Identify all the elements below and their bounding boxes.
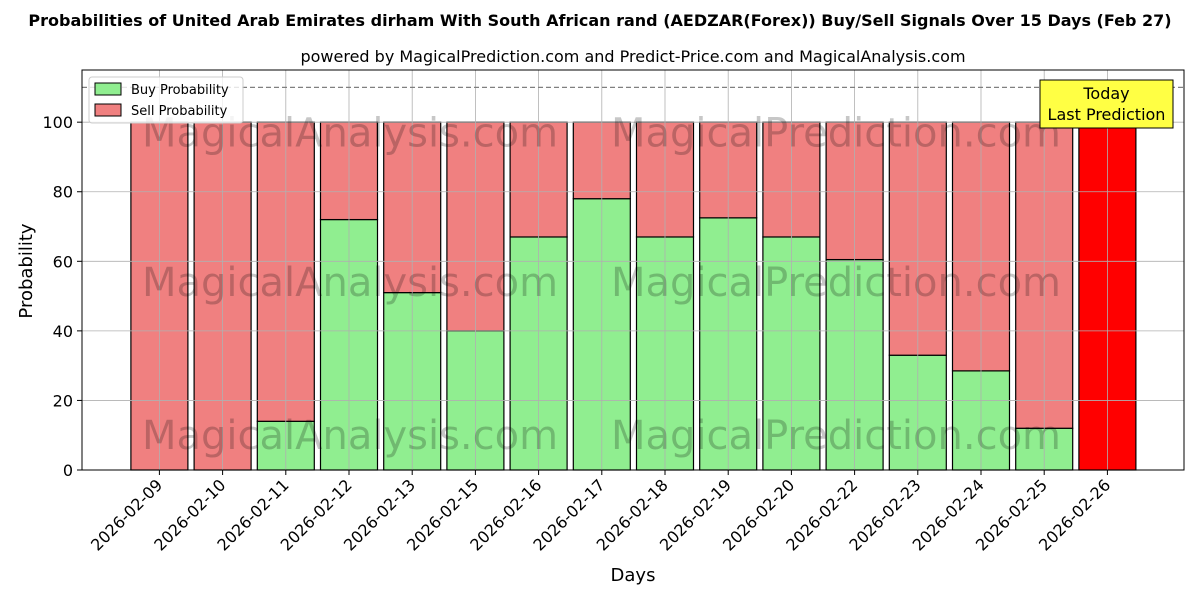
legend-label: Sell Probability (131, 104, 228, 119)
watermark-text: MagicalPrediction.com (611, 260, 1061, 306)
y-tick-label: 60 (53, 252, 73, 271)
y-tick-label: 20 (53, 391, 73, 410)
today-annotation: Today Last Prediction (1039, 79, 1174, 129)
legend-swatch (94, 82, 122, 96)
plot-area: MagicalAnalysis.com MagicalPrediction.com… (42, 69, 1185, 555)
y-axis-label: Probability (16, 223, 37, 318)
annotation-text: Last Prediction (1048, 105, 1166, 124)
y-tick-label: 80 (53, 183, 73, 202)
y-tick-label: 0 (63, 461, 73, 480)
watermark-text: MagicalAnalysis.com (142, 260, 558, 306)
y-tick-label: 100 (42, 113, 73, 132)
annotation-box (1039, 79, 1174, 129)
annotation-text: Today (1082, 84, 1129, 103)
legend-box (88, 76, 244, 124)
watermark-text: MagicalPrediction.com (611, 111, 1061, 157)
x-axis-label: Days (611, 565, 656, 586)
legend-label: Buy Probability (131, 83, 229, 98)
watermark-text: MagicalAnalysis.com (142, 413, 558, 459)
watermark-text: MagicalPrediction.com (611, 413, 1061, 459)
chart-title: Probabilities of United Arab Emirates di… (28, 11, 1171, 30)
chart-subtitle: powered by MagicalPrediction.com and Pre… (300, 47, 965, 66)
y-tick-label: 40 (53, 322, 73, 341)
legend: Buy Probability Sell Probability (88, 76, 244, 124)
plot-frame (81, 69, 1185, 471)
legend-swatch (94, 103, 122, 117)
